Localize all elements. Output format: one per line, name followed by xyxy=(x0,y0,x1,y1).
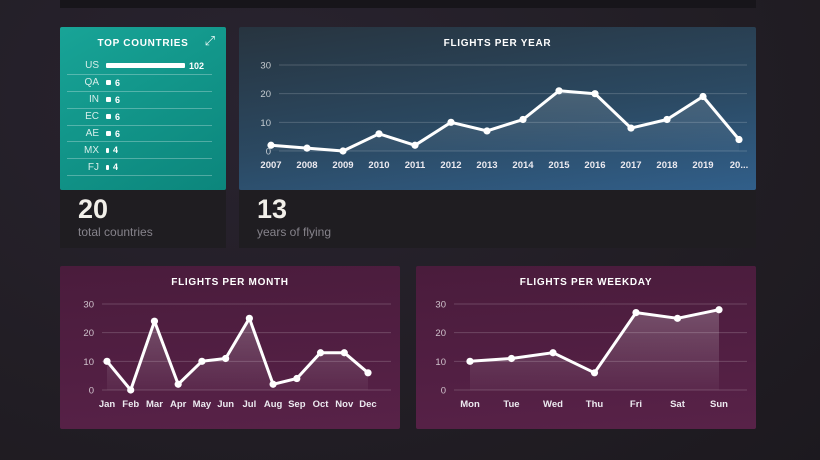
country-bar xyxy=(106,131,111,136)
country-row: QA 6 xyxy=(67,75,212,92)
svg-text:Jul: Jul xyxy=(242,399,256,410)
svg-text:2018: 2018 xyxy=(656,160,677,171)
country-code: MX xyxy=(84,144,99,156)
svg-text:2007: 2007 xyxy=(260,160,281,171)
country-value: 6 xyxy=(115,94,121,105)
country-row: AE 6 xyxy=(67,126,212,143)
country-bar xyxy=(106,63,185,69)
country-row: MX 4 xyxy=(67,142,212,160)
flights-per-year-title: FLIGHTS PER YEAR xyxy=(443,38,552,49)
svg-text:2012: 2012 xyxy=(440,160,461,171)
svg-text:Jan: Jan xyxy=(99,399,116,410)
svg-text:Aug: Aug xyxy=(264,399,283,410)
svg-text:2008: 2008 xyxy=(296,160,317,171)
flights-per-weekday-chart: 0 10 20 30 Mon Tue Wed Thu Fri Sat Sun xyxy=(435,300,747,410)
country-code: AE xyxy=(85,128,99,139)
flights-per-month-panel: 0 10 20 30 Jan Feb Mar Apr May Jun Jul Aug Sep Oct Nov… xyxy=(60,266,400,429)
flights-per-year-panel: 0 10 20 30 2007 2008 2009 2010 2011 2012 2013 2014 2… xyxy=(239,27,756,190)
svg-text:May: May xyxy=(193,399,212,410)
svg-text:20: 20 xyxy=(435,328,446,339)
years-of-flying-value: 13 xyxy=(257,194,288,224)
svg-text:Dec: Dec xyxy=(359,399,376,410)
years-of-flying-label: years of flying xyxy=(257,225,332,239)
svg-text:Nov: Nov xyxy=(335,399,354,410)
svg-text:2016: 2016 xyxy=(584,160,605,171)
flights-per-weekday-panel: 0 10 20 30 Mon Tue Wed Thu Fri Sat Sun FLIGHTS PER… xyxy=(416,266,756,429)
svg-text:Sat: Sat xyxy=(670,399,686,410)
svg-text:2017: 2017 xyxy=(620,160,641,171)
country-bar xyxy=(106,80,111,86)
country-code: FJ xyxy=(87,161,99,173)
top-countries-panel: TOP COUNTRIES ⤢ US 102 QA 6 IN 6 EC 6 AE 6 MX 4 FJ 4 xyxy=(60,27,226,190)
svg-text:Sun: Sun xyxy=(710,399,728,410)
country-bar xyxy=(106,164,109,170)
country-bar xyxy=(106,97,111,103)
svg-text:Feb: Feb xyxy=(122,399,139,410)
dashboard-content: TOP COUNTRIES ⤢ US 102 QA 6 IN 6 EC 6 AE 6 MX 4 FJ 4 … xyxy=(60,0,756,429)
svg-text:Tue: Tue xyxy=(503,399,519,410)
svg-text:Wed: Wed xyxy=(543,399,563,410)
country-bar xyxy=(106,114,111,120)
top-row: TOP COUNTRIES ⤢ US 102 QA 6 IN 6 EC 6 AE 6 MX 4 FJ 4 … xyxy=(60,27,756,248)
svg-text:2009: 2009 xyxy=(332,160,353,171)
country-value: 4 xyxy=(113,145,119,156)
country-value: 6 xyxy=(115,111,121,122)
bottom-row: 0 10 20 30 Jan Feb Mar Apr May Jun Jul Aug Sep Oct Nov… xyxy=(60,266,756,429)
svg-text:30: 30 xyxy=(435,300,446,311)
svg-text:10: 10 xyxy=(435,357,446,368)
svg-text:30: 30 xyxy=(260,61,271,72)
svg-text:Mon: Mon xyxy=(460,399,480,410)
svg-text:10: 10 xyxy=(83,357,94,368)
country-code: US xyxy=(85,60,99,72)
flights-per-weekday-title: FLIGHTS PER WEEKDAY xyxy=(519,277,653,288)
svg-text:Sep: Sep xyxy=(288,399,306,410)
flights-per-year-chart: 0 10 20 30 2007 2008 2009 2010 2011 2012 2013 2014 2… xyxy=(260,61,749,172)
svg-text:Jun: Jun xyxy=(217,399,234,410)
svg-text:Oct: Oct xyxy=(313,399,330,410)
svg-text:2019: 2019 xyxy=(692,160,713,171)
country-list: US 102 QA 6 IN 6 EC 6 AE 6 MX 4 FJ 4 xyxy=(60,58,226,177)
flights-per-month-title: FLIGHTS PER MONTH xyxy=(171,277,289,288)
country-value: 102 xyxy=(189,60,205,71)
svg-text:Thu: Thu xyxy=(586,399,604,410)
svg-text:2015: 2015 xyxy=(548,160,570,171)
flights-per-month-chart: 0 10 20 30 Jan Feb Mar Apr May Jun Jul Aug Sep Oct Nov… xyxy=(83,300,391,410)
svg-text:Fri: Fri xyxy=(630,399,642,410)
svg-text:Apr: Apr xyxy=(170,399,187,410)
country-value: 6 xyxy=(115,77,121,88)
svg-text:10: 10 xyxy=(260,118,271,129)
total-countries-stat: 20 total countries xyxy=(60,190,226,248)
flights-per-year-widget: 0 10 20 30 2007 2008 2009 2010 2011 2012 2013 2014 2… xyxy=(239,27,756,248)
svg-text:0: 0 xyxy=(266,147,271,158)
top-countries-widget: TOP COUNTRIES ⤢ US 102 QA 6 IN 6 EC 6 AE 6 MX 4 FJ 4 … xyxy=(60,27,226,248)
svg-text:0: 0 xyxy=(89,386,94,397)
country-bar xyxy=(106,147,109,153)
svg-text:30: 30 xyxy=(83,300,94,311)
country-code: IN xyxy=(89,94,99,106)
expand-icon[interactable]: ⤢ xyxy=(204,33,215,48)
country-row: US 102 xyxy=(67,58,212,75)
total-countries-label: total countries xyxy=(78,225,153,239)
country-row: FJ 4 xyxy=(67,159,212,177)
country-code: QA xyxy=(84,77,99,89)
svg-text:20...: 20... xyxy=(730,160,749,171)
total-countries-value: 20 xyxy=(78,194,109,224)
svg-text:2013: 2013 xyxy=(476,160,497,171)
svg-text:0: 0 xyxy=(441,386,446,397)
top-countries-title: TOP COUNTRIES xyxy=(97,38,189,49)
svg-text:2011: 2011 xyxy=(405,160,426,171)
country-row: IN 6 xyxy=(67,92,212,109)
country-value: 4 xyxy=(113,162,119,173)
years-of-flying-stat: 13 years of flying xyxy=(239,190,756,248)
country-code: EC xyxy=(85,111,99,123)
svg-text:20: 20 xyxy=(260,89,271,100)
country-row: EC 6 xyxy=(67,109,212,126)
header-strip xyxy=(60,0,756,8)
svg-text:Mar: Mar xyxy=(146,399,163,410)
svg-text:2010: 2010 xyxy=(368,160,389,171)
svg-text:20: 20 xyxy=(83,328,94,339)
svg-text:2014: 2014 xyxy=(512,160,534,171)
country-value: 6 xyxy=(115,128,121,139)
